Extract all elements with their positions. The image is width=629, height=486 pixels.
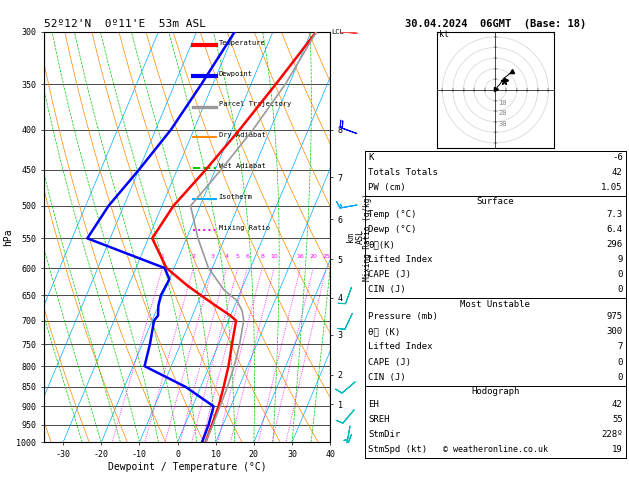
Text: 975: 975	[606, 312, 623, 321]
Text: Hodograph: Hodograph	[471, 387, 520, 396]
Text: θᴄ(K): θᴄ(K)	[368, 240, 395, 249]
Text: Isotherm: Isotherm	[219, 194, 253, 200]
Text: CAPE (J): CAPE (J)	[368, 270, 411, 279]
Text: Dewp (°C): Dewp (°C)	[368, 225, 416, 234]
Text: SREH: SREH	[368, 415, 389, 424]
Text: 1: 1	[160, 254, 164, 259]
Text: Pressure (mb): Pressure (mb)	[368, 312, 438, 321]
Text: StmDir: StmDir	[368, 430, 400, 439]
Text: 0: 0	[617, 285, 623, 294]
Text: 7.3: 7.3	[606, 210, 623, 219]
Text: Dewpoint: Dewpoint	[219, 70, 253, 77]
Text: 20: 20	[499, 110, 507, 116]
Text: Wet Adiabat: Wet Adiabat	[219, 163, 265, 169]
Text: Dry Adiabat: Dry Adiabat	[219, 132, 265, 139]
Text: 5: 5	[236, 254, 240, 259]
Text: 42: 42	[612, 399, 623, 409]
Text: 52º12'N  0º11'E  53m ASL: 52º12'N 0º11'E 53m ASL	[44, 19, 206, 30]
Text: CIN (J): CIN (J)	[368, 285, 406, 294]
Text: Mixing Ratio: Mixing Ratio	[219, 225, 270, 231]
Text: 6: 6	[245, 254, 249, 259]
Text: © weatheronline.co.uk: © weatheronline.co.uk	[443, 445, 548, 454]
Text: EH: EH	[368, 399, 379, 409]
Text: CAPE (J): CAPE (J)	[368, 358, 411, 366]
Text: 1.05: 1.05	[601, 183, 623, 192]
Text: LCL: LCL	[331, 29, 343, 35]
Text: 8: 8	[260, 254, 264, 259]
Text: Temp (°C): Temp (°C)	[368, 210, 416, 219]
Text: K: K	[368, 153, 374, 162]
Text: PW (cm): PW (cm)	[368, 183, 406, 192]
Text: 30: 30	[499, 121, 507, 127]
Text: Parcel Trajectory: Parcel Trajectory	[219, 102, 291, 107]
Text: -6: -6	[612, 153, 623, 162]
Text: 296: 296	[606, 240, 623, 249]
Text: θᴄ (K): θᴄ (K)	[368, 328, 400, 336]
Text: Most Unstable: Most Unstable	[460, 300, 530, 309]
Text: CIN (J): CIN (J)	[368, 373, 406, 382]
Text: StmSpd (kt): StmSpd (kt)	[368, 445, 427, 454]
Text: kt: kt	[439, 30, 449, 39]
Text: Temperature: Temperature	[219, 40, 265, 46]
Text: 20: 20	[309, 254, 317, 259]
Text: 6.4: 6.4	[606, 225, 623, 234]
Text: 300: 300	[606, 328, 623, 336]
Text: 2: 2	[191, 254, 196, 259]
Text: 3: 3	[211, 254, 214, 259]
Text: 0: 0	[617, 358, 623, 366]
Text: 4: 4	[225, 254, 228, 259]
Text: 25: 25	[322, 254, 330, 259]
Text: 7: 7	[617, 343, 623, 351]
Text: 42: 42	[612, 168, 623, 177]
Text: 0: 0	[617, 270, 623, 279]
Text: 16: 16	[296, 254, 304, 259]
Text: 19: 19	[612, 445, 623, 454]
Text: Lifted Index: Lifted Index	[368, 255, 433, 264]
X-axis label: Dewpoint / Temperature (°C): Dewpoint / Temperature (°C)	[108, 462, 267, 472]
Text: 10: 10	[270, 254, 278, 259]
Text: Lifted Index: Lifted Index	[368, 343, 433, 351]
Text: 30.04.2024  06GMT  (Base: 18): 30.04.2024 06GMT (Base: 18)	[404, 19, 586, 29]
Text: 55: 55	[612, 415, 623, 424]
Text: Totals Totals: Totals Totals	[368, 168, 438, 177]
Text: 9: 9	[617, 255, 623, 264]
Text: Surface: Surface	[477, 197, 514, 207]
Text: Mixing Ratio (g/kg): Mixing Ratio (g/kg)	[363, 193, 372, 281]
Text: 228º: 228º	[601, 430, 623, 439]
Text: 0: 0	[617, 373, 623, 382]
Y-axis label: hPa: hPa	[4, 228, 14, 246]
Y-axis label: km
ASL: km ASL	[346, 229, 365, 244]
Text: 10: 10	[499, 100, 507, 106]
